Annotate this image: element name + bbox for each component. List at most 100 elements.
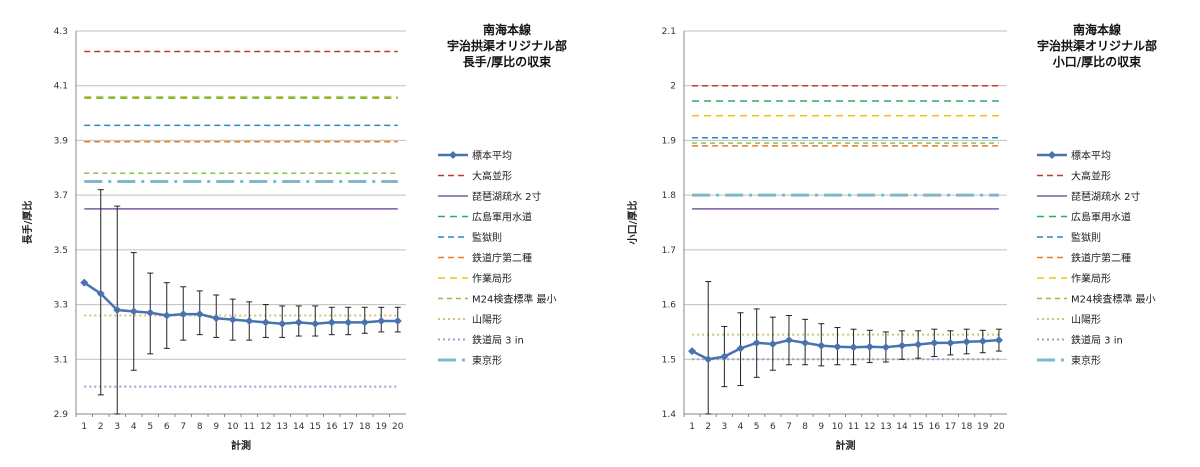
x-tick-label: 4 (738, 422, 744, 432)
legend-label: 東京形 (472, 354, 502, 367)
sample-mean-point (688, 347, 697, 356)
x-tick-label: 3 (114, 422, 120, 432)
sample-mean-point (881, 343, 890, 352)
sample-mean-point (817, 341, 826, 350)
y-tick-label: 4.1 (54, 82, 68, 92)
sample-mean-point (914, 340, 923, 349)
y-tick-label: 4.3 (54, 27, 68, 37)
legend-label: 標本平均 (472, 149, 512, 162)
sample-mean-point (278, 319, 287, 328)
x-tick-label: 12 (260, 422, 271, 432)
x-tick-label: 8 (197, 422, 203, 432)
x-tick-label: 7 (786, 422, 792, 432)
x-tick-label: 20 (993, 422, 1005, 432)
sample-mean-point (294, 318, 303, 327)
sample-mean-point (898, 341, 907, 350)
sample-mean-point (327, 318, 336, 327)
chart-length-thickness: 2.93.13.33.53.73.94.14.31 2 3 4 5 6 7 8 9 10 11 12 1… (21, 22, 567, 452)
legend-label: 作業局形 (472, 272, 512, 285)
legend-label: 鉄道局 3 in (472, 334, 524, 347)
x-tick-label: 5 (754, 422, 760, 432)
x-tick-label: 17 (945, 422, 956, 432)
y-tick-label: 1.8 (662, 191, 677, 201)
y-tick-label: 1.6 (662, 301, 677, 311)
x-tick-label: 5 (147, 422, 153, 432)
x-tick-label: 8 (802, 422, 808, 432)
y-tick-label: 1.5 (662, 355, 676, 365)
sample-mean-point (360, 318, 369, 327)
sample-mean-point (245, 316, 254, 325)
x-tick-label: 10 (832, 422, 844, 432)
legend-label: 標本平均 (1071, 149, 1111, 162)
y-tick-label: 1.9 (662, 136, 677, 146)
legend-label: 山陽形 (472, 314, 502, 326)
x-tick-label: 11 (244, 422, 255, 432)
legend-label: 東京形 (1071, 354, 1101, 367)
legend-label: 鉄道局 3 in (1071, 334, 1123, 347)
x-tick-label: 2 (705, 422, 711, 432)
sample-mean-point (96, 289, 105, 298)
legend-marker (1048, 151, 1056, 159)
x-tick-label: 9 (213, 422, 219, 432)
sample-mean-point (162, 311, 171, 320)
sample-mean-point (146, 308, 155, 317)
sample-mean-point (978, 337, 987, 346)
y-tick-label: 1.4 (662, 410, 677, 420)
legend-label: 琵琶湖疏水 2寸 (1071, 190, 1141, 203)
x-tick-label: 14 (896, 422, 908, 432)
x-tick-label: 1 (81, 422, 87, 432)
sample-mean-point (768, 339, 777, 348)
y-tick-label: 2.1 (662, 27, 676, 37)
x-axis-title: 計測 (836, 439, 856, 452)
y-tick-label: 2.9 (54, 410, 69, 420)
chart-title: 長手/厚比の収束 (463, 54, 552, 69)
sample-mean-point (720, 352, 729, 361)
sample-mean-point (849, 343, 858, 352)
sample-mean-point (704, 355, 713, 364)
x-tick-label: 2 (98, 422, 104, 432)
sample-mean-point (736, 344, 745, 353)
x-tick-label: 14 (293, 422, 305, 432)
x-tick-label: 18 (961, 422, 973, 432)
x-tick-label: 6 (164, 422, 170, 432)
legend-label: M24検査標準 最小 (1071, 293, 1156, 306)
x-tick-label: 13 (880, 422, 891, 432)
x-tick-label: 13 (277, 422, 288, 432)
x-tick-label: 19 (977, 422, 989, 432)
sample-mean-point (784, 336, 793, 345)
legend-label: 大高並形 (1071, 170, 1111, 183)
x-tick-label: 1 (689, 422, 695, 432)
x-tick-label: 16 (929, 422, 941, 432)
y-tick-label: 3.5 (54, 246, 68, 256)
chart-title: 南海本線 (1073, 22, 1121, 37)
x-tick-label: 17 (343, 422, 354, 432)
chart-title: 宇治拱渠オリジナル部 (447, 38, 567, 53)
legend-label: 鉄道庁第二種 (472, 252, 532, 265)
sample-mean-point (962, 337, 971, 346)
x-tick-label: 3 (722, 422, 728, 432)
x-tick-label: 19 (376, 422, 388, 432)
legend-label: 山陽形 (1071, 314, 1101, 326)
sample-mean-point (261, 318, 270, 327)
sample-mean-point (311, 319, 320, 328)
sample-mean-point (393, 316, 402, 325)
y-tick-label: 3.1 (54, 355, 68, 365)
x-tick-label: 12 (864, 422, 875, 432)
y-tick-label: 1.7 (662, 246, 676, 256)
chart-title: 宇治拱渠オリジナル部 (1037, 38, 1157, 53)
sample-mean-point (801, 338, 810, 347)
sample-mean-point (129, 307, 138, 316)
sample-mean-point (833, 342, 842, 351)
y-axis-title: 長手/厚比 (21, 201, 34, 245)
x-tick-label: 4 (131, 422, 137, 432)
chart-title: 南海本線 (483, 22, 531, 37)
legend-label: 鉄道庁第二種 (1071, 252, 1131, 265)
legend-label: 監獄則 (1071, 231, 1101, 244)
sample-mean-point (179, 310, 188, 319)
sample-mean-point (752, 338, 761, 347)
sample-mean-point (865, 342, 874, 351)
legend-label: 大高並形 (472, 170, 512, 183)
legend-label: 広島軍用水道 (1071, 211, 1131, 224)
x-tick-label: 20 (392, 422, 404, 432)
sample-mean-point (344, 318, 353, 327)
